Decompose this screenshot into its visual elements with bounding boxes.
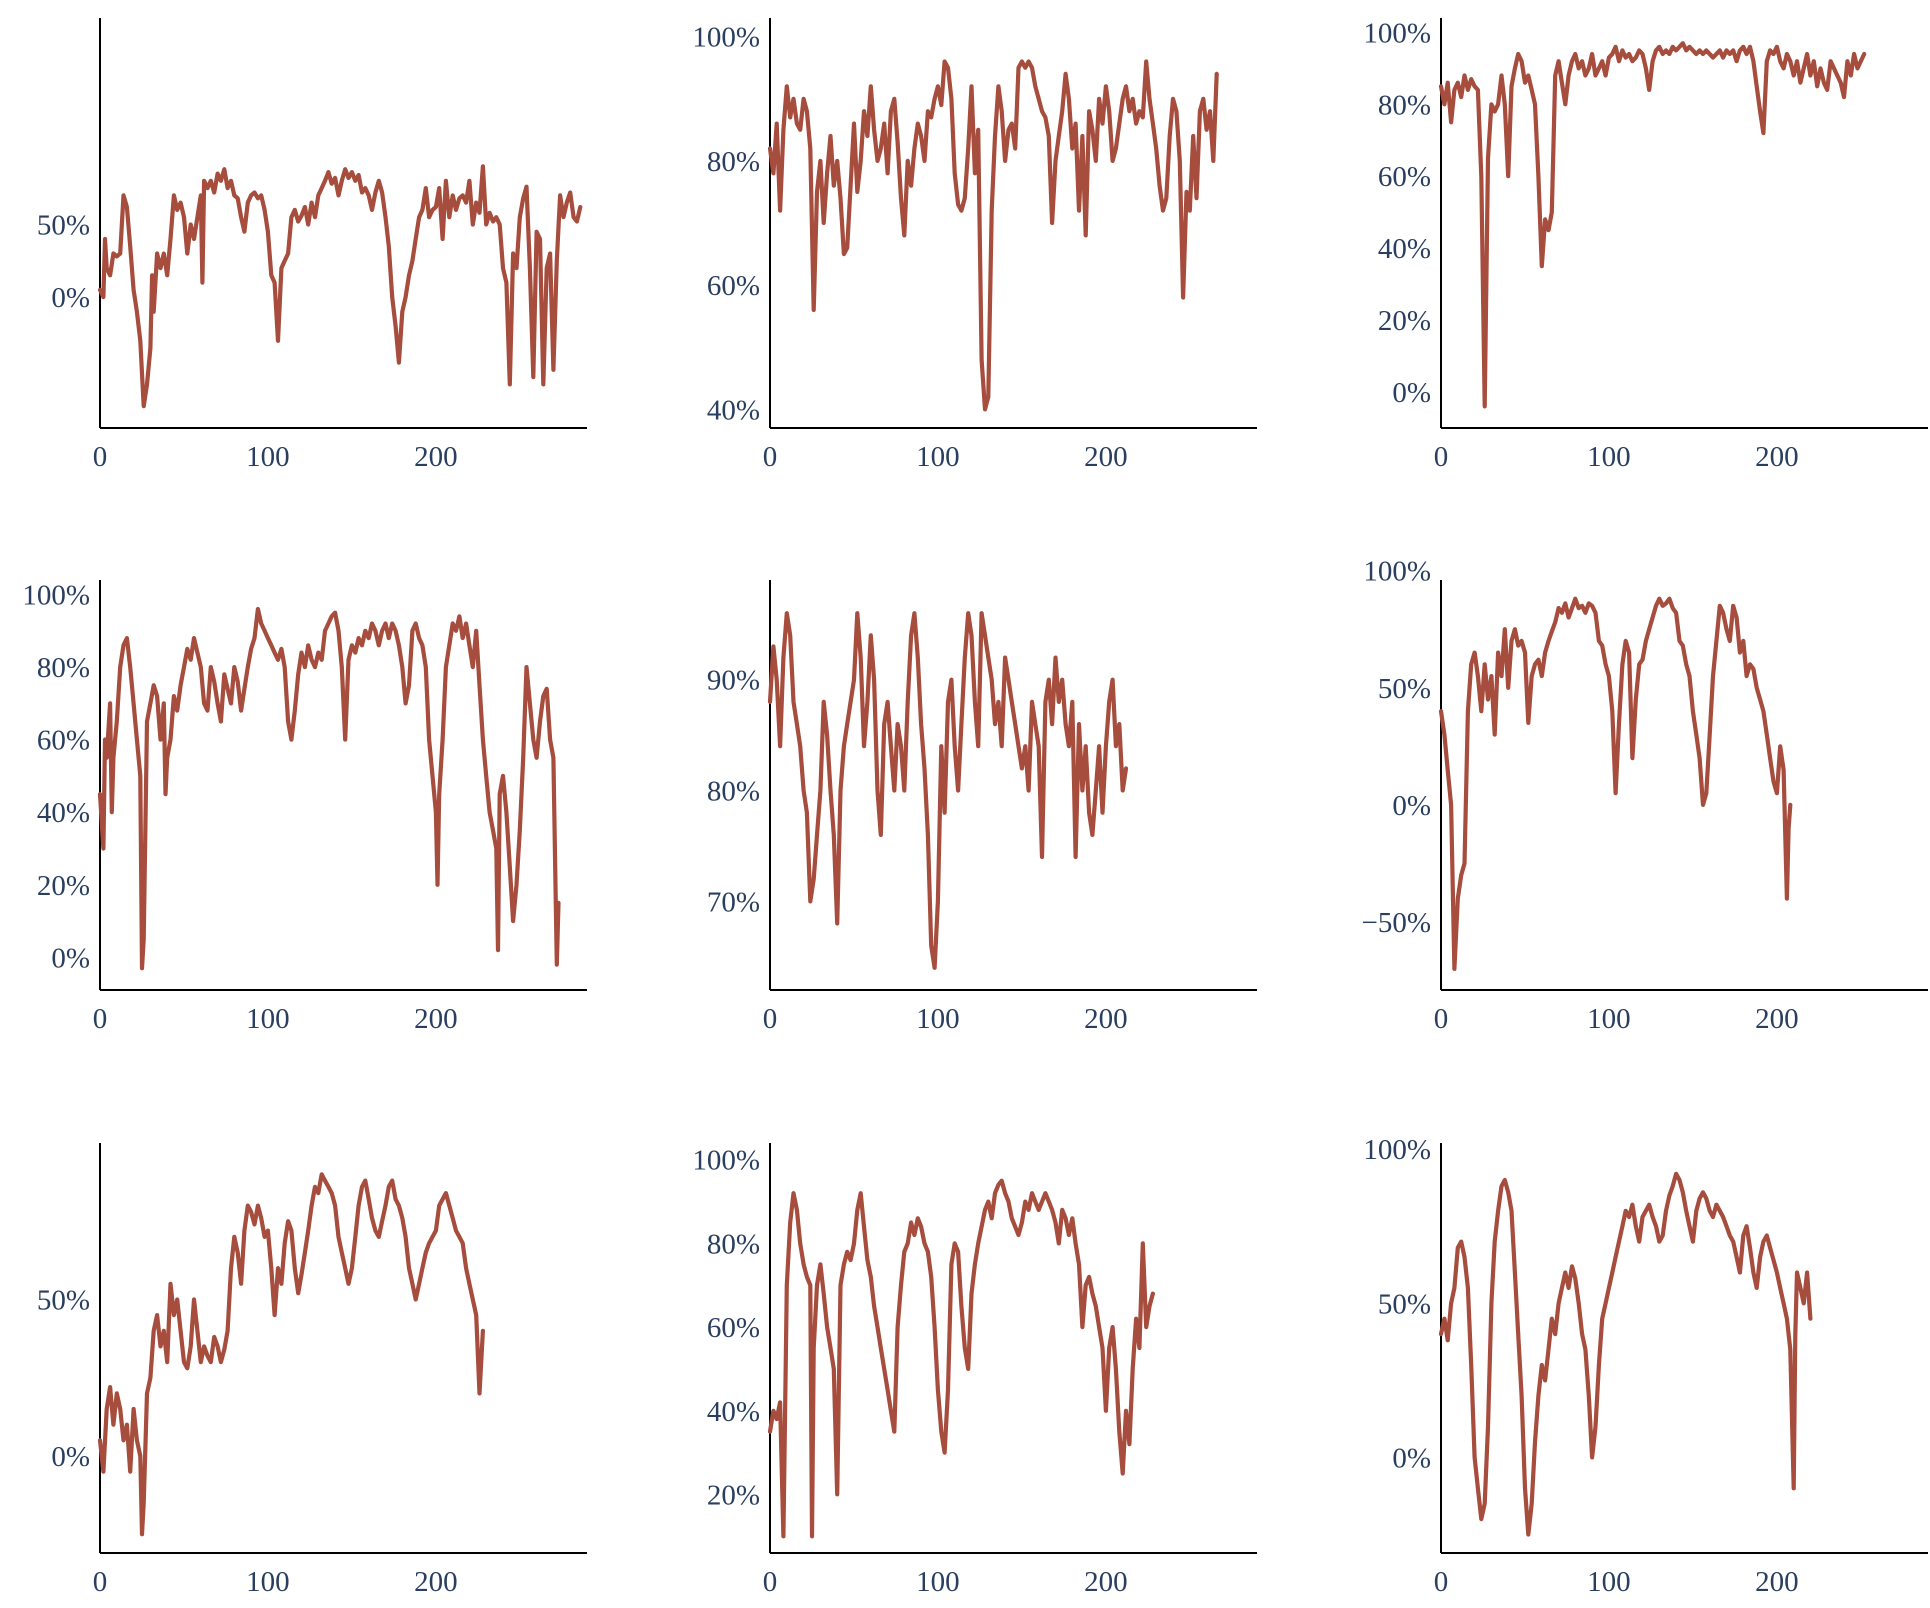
x-tick-label: 100 bbox=[916, 1566, 960, 1598]
x-tick-label: 0 bbox=[763, 1003, 778, 1035]
x-tick-label: 100 bbox=[246, 1003, 290, 1035]
y-tick-label: 60% bbox=[37, 725, 90, 757]
series-line bbox=[767, 59, 1219, 412]
x-tick-label: 200 bbox=[414, 1003, 458, 1035]
y-tick-label: 50% bbox=[1378, 1288, 1431, 1320]
y-tick-label: 50% bbox=[37, 1284, 90, 1316]
y-tick-label: 60% bbox=[707, 1312, 760, 1344]
x-tick-label: 100 bbox=[246, 441, 290, 473]
y-tick-label: 20% bbox=[707, 1479, 760, 1511]
y-tick-label: 0% bbox=[1392, 790, 1431, 822]
x-tick-label: 100 bbox=[246, 1566, 290, 1598]
series-line bbox=[1438, 596, 1793, 971]
x-tick-label: 200 bbox=[1755, 1003, 1799, 1035]
series-line bbox=[1438, 1171, 1813, 1537]
y-tick-label: 80% bbox=[37, 652, 90, 684]
y-tick-label: 100% bbox=[692, 22, 760, 54]
y-tick-label: 40% bbox=[1378, 233, 1431, 265]
x-tick-label: 0 bbox=[1434, 1003, 1449, 1035]
y-tick-label: 20% bbox=[1378, 305, 1431, 337]
y-tick-label: 40% bbox=[707, 394, 760, 426]
y-tick-label: 40% bbox=[707, 1396, 760, 1428]
series-line bbox=[97, 1172, 485, 1537]
series-line bbox=[97, 606, 561, 971]
series-line bbox=[767, 1178, 1155, 1539]
y-tick-label: 100% bbox=[692, 1145, 760, 1177]
x-tick-label: 100 bbox=[1587, 441, 1631, 473]
y-tick-label: 80% bbox=[707, 1228, 760, 1260]
y-tick-label: 80% bbox=[707, 146, 760, 178]
y-tick-label: 0% bbox=[51, 942, 90, 974]
y-tick-label: 20% bbox=[37, 870, 90, 902]
x-tick-label: 200 bbox=[414, 441, 458, 473]
series-line bbox=[97, 164, 583, 409]
y-tick-label: 80% bbox=[1378, 89, 1431, 121]
x-tick-label: 200 bbox=[1755, 1566, 1799, 1598]
x-tick-label: 200 bbox=[414, 1566, 458, 1598]
x-tick-label: 100 bbox=[916, 441, 960, 473]
series-line bbox=[1438, 41, 1867, 409]
y-tick-label: 60% bbox=[707, 270, 760, 302]
x-tick-label: 0 bbox=[93, 1003, 108, 1035]
y-tick-label: 90% bbox=[707, 665, 760, 697]
x-tick-label: 100 bbox=[1587, 1003, 1631, 1035]
y-tick-label: 70% bbox=[707, 886, 760, 918]
x-tick-label: 0 bbox=[763, 1566, 778, 1598]
y-tick-label: 50% bbox=[1378, 673, 1431, 705]
y-tick-label: 60% bbox=[1378, 161, 1431, 193]
y-tick-label: 100% bbox=[1363, 556, 1431, 588]
y-tick-label: −50% bbox=[1361, 907, 1431, 939]
x-tick-label: 200 bbox=[1084, 1566, 1128, 1598]
y-tick-label: 100% bbox=[22, 580, 90, 612]
y-tick-label: 0% bbox=[51, 282, 90, 314]
y-tick-label: 100% bbox=[1363, 1134, 1431, 1166]
x-tick-label: 0 bbox=[93, 441, 108, 473]
y-tick-label: 0% bbox=[1392, 377, 1431, 409]
x-tick-label: 0 bbox=[1434, 1566, 1449, 1598]
x-tick-label: 100 bbox=[916, 1003, 960, 1035]
y-tick-label: 0% bbox=[1392, 1442, 1431, 1474]
x-tick-label: 0 bbox=[93, 1566, 108, 1598]
y-tick-label: 0% bbox=[51, 1441, 90, 1473]
y-tick-label: 50% bbox=[37, 209, 90, 241]
y-tick-label: 80% bbox=[707, 776, 760, 808]
y-tick-label: 40% bbox=[37, 797, 90, 829]
x-tick-label: 0 bbox=[1434, 441, 1449, 473]
x-tick-label: 200 bbox=[1084, 1003, 1128, 1035]
x-tick-label: 0 bbox=[763, 441, 778, 473]
x-tick-label: 200 bbox=[1755, 441, 1799, 473]
x-tick-label: 200 bbox=[1084, 441, 1128, 473]
y-tick-label: 100% bbox=[1363, 17, 1431, 49]
x-tick-label: 100 bbox=[1587, 1566, 1631, 1598]
series-line bbox=[767, 611, 1129, 970]
